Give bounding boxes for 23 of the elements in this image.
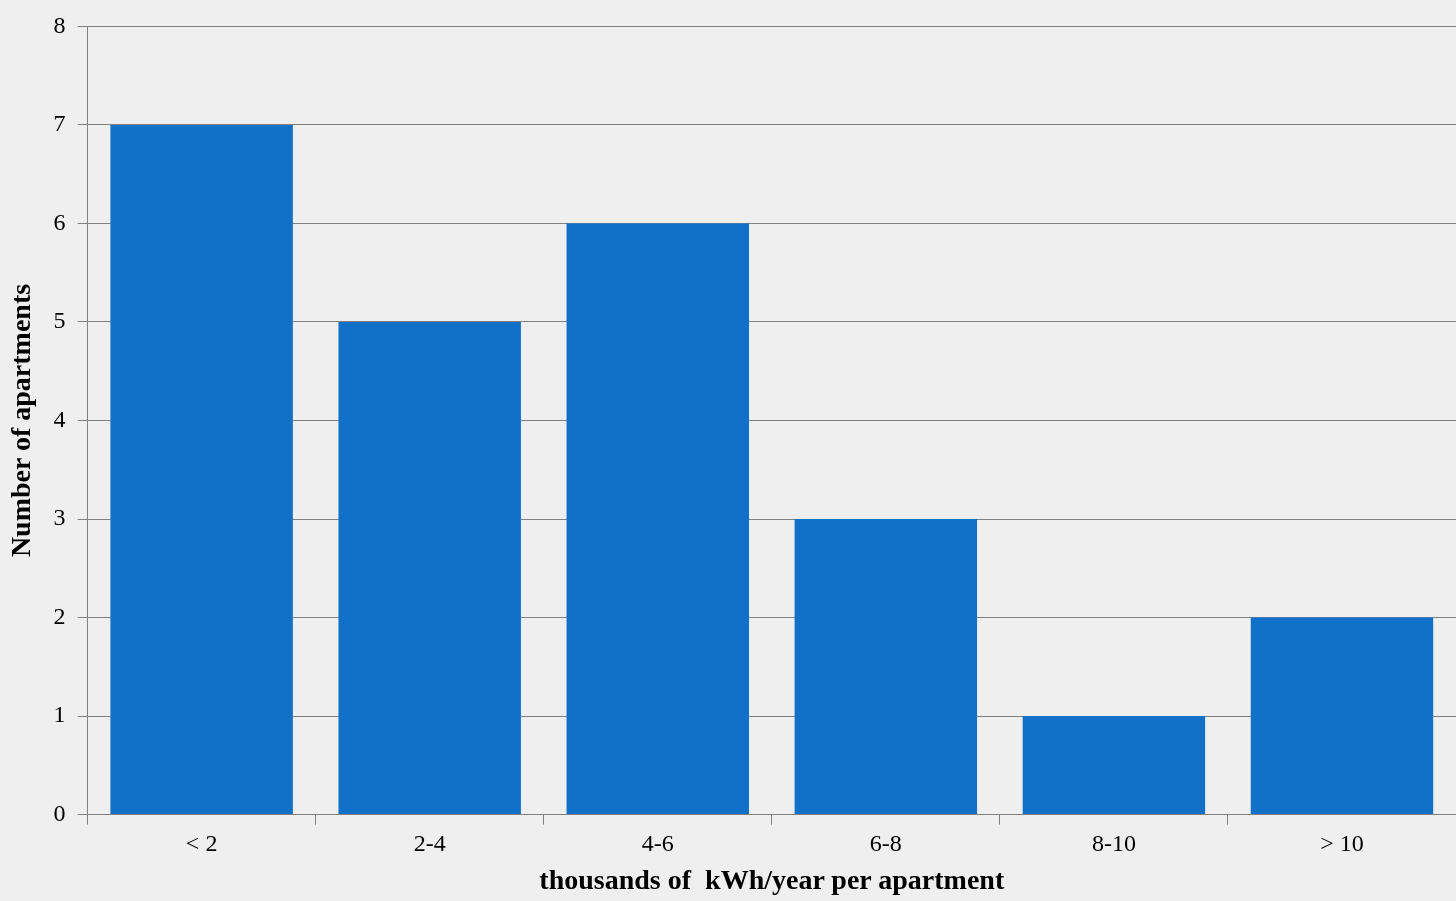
bar	[338, 321, 521, 815]
y-tick-label: 2	[53, 602, 66, 629]
y-tick-label: 3	[53, 504, 66, 531]
x-tick-label: 2-4	[413, 830, 446, 857]
x-tick-label: < 2	[185, 830, 218, 857]
y-tick-label: 0	[53, 799, 66, 826]
y-tick-label: 1	[53, 701, 66, 728]
x-axis-title: thousands of kWh/year per apartment	[539, 864, 1005, 896]
bar	[794, 519, 978, 815]
y-tick-label: 4	[53, 405, 66, 432]
y-tick-label: 5	[53, 307, 66, 334]
bar	[1250, 617, 1434, 815]
y-tick-label: 6	[53, 208, 66, 235]
x-tick-label: 6-8	[869, 830, 902, 857]
y-tick-label: 7	[53, 110, 66, 137]
y-axis-title: Number of apartments	[5, 283, 37, 558]
bar	[110, 124, 293, 815]
bar	[1022, 716, 1206, 815]
bar	[566, 223, 749, 815]
x-tick-label: 4-6	[641, 830, 674, 857]
y-tick-label: 8	[53, 11, 66, 38]
x-tick-label: 8-10	[1091, 830, 1136, 857]
x-tick-label: > 10	[1320, 830, 1364, 857]
